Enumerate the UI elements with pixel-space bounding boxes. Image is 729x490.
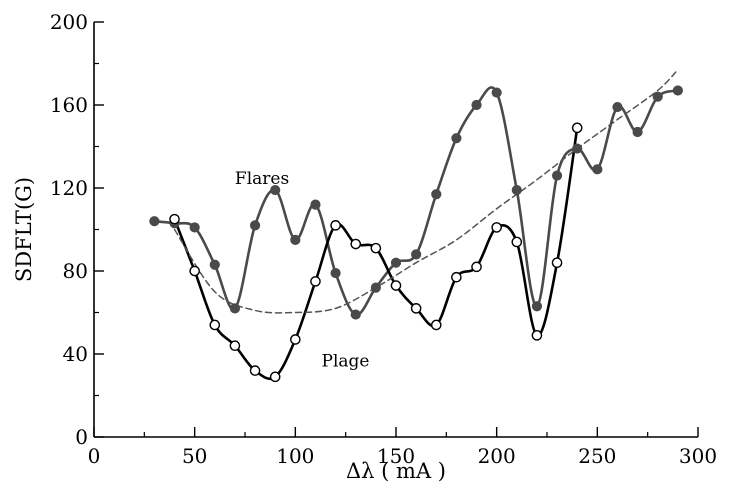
- flares-point: [572, 143, 583, 154]
- flares-point: [290, 234, 301, 245]
- plage-point: [229, 340, 241, 352]
- plage-point: [169, 213, 180, 225]
- x-tick-label: 150: [377, 444, 415, 468]
- plage-point: [249, 365, 261, 376]
- annotation-plage: Plage: [322, 351, 370, 371]
- plage-point: [350, 238, 362, 250]
- x-tick-label: 0: [88, 444, 101, 468]
- plage-point: [491, 222, 502, 233]
- y-tick-label: 40: [63, 342, 88, 366]
- plage-point: [430, 319, 442, 331]
- plage-point: [269, 371, 281, 383]
- plage-point: [209, 319, 221, 331]
- flares-point: [370, 282, 381, 293]
- flares-point: [531, 301, 543, 312]
- x-tick-label: 200: [478, 444, 516, 468]
- flares-point: [652, 91, 663, 102]
- flares-point: [229, 303, 241, 314]
- plage-point: [189, 265, 200, 277]
- marker-layer: [149, 85, 683, 383]
- flares-point: [330, 267, 341, 279]
- plage-point: [471, 261, 482, 273]
- plage-point: [531, 330, 543, 341]
- x-tick-label: 250: [578, 444, 616, 468]
- flares-point: [310, 199, 321, 210]
- plage-point: [451, 271, 462, 283]
- flares-point: [411, 249, 422, 260]
- x-tick-label: 50: [182, 444, 207, 468]
- plage-point: [511, 236, 523, 248]
- plage-point: [290, 334, 301, 345]
- fit-series-line: [173, 68, 679, 314]
- plage-point: [390, 280, 402, 291]
- flares-point: [592, 164, 603, 175]
- y-tick-label: 200: [50, 10, 88, 34]
- flares-point: [491, 87, 502, 98]
- y-tick-label: 0: [75, 425, 88, 449]
- flares-point: [390, 257, 402, 268]
- plage-series-line: [173, 126, 579, 381]
- flares-point: [189, 222, 200, 233]
- flares-point: [270, 184, 281, 196]
- plage-point: [571, 122, 583, 134]
- flares-point: [209, 259, 220, 270]
- x-tick-label: 300: [679, 444, 717, 468]
- flares-point: [511, 184, 522, 196]
- y-tick-label: 80: [63, 259, 88, 283]
- flares-point: [350, 309, 361, 320]
- x-axis-title: Δλ ( mA ): [346, 459, 446, 483]
- flares-point: [431, 189, 442, 200]
- flares-point: [471, 99, 482, 111]
- annotation-flares: Flares: [235, 169, 289, 189]
- plage-point: [330, 220, 341, 231]
- flares-point: [672, 85, 683, 96]
- plage-point: [410, 303, 422, 314]
- flares-point: [632, 126, 643, 138]
- x-tick-label: 100: [276, 444, 314, 468]
- y-tick-label: 120: [50, 176, 88, 200]
- flares-point: [149, 216, 160, 227]
- plage-point: [370, 242, 382, 254]
- y-axis-title: SDFLT(G): [12, 177, 36, 282]
- flares-point: [612, 101, 623, 113]
- flares-point: [551, 170, 563, 181]
- flares-point: [249, 220, 261, 231]
- plage-point: [551, 257, 563, 269]
- axes: 0 50 100 150 200 250 300 0 40 80 120 160 200: [50, 10, 717, 468]
- flares-point: [451, 133, 462, 144]
- flares-series-line: [153, 86, 680, 316]
- series-layer: [153, 68, 680, 381]
- plage-point: [310, 276, 321, 287]
- y-tick-label: 160: [50, 93, 88, 117]
